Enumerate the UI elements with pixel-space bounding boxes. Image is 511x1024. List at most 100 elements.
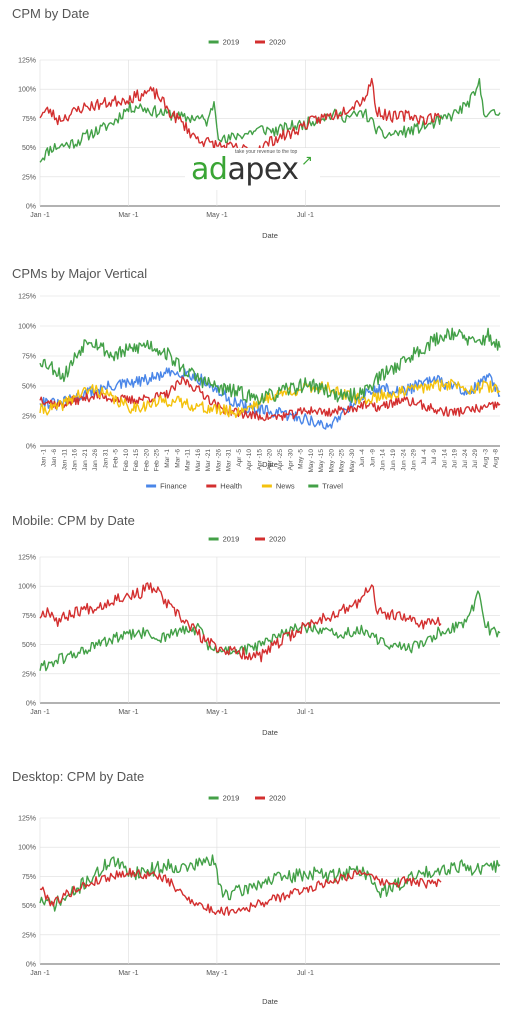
y-tick-label: 50%	[22, 903, 36, 910]
y-tick-label: 50%	[22, 384, 36, 391]
y-tick-label: 0%	[26, 444, 36, 451]
x-tick-label: Jan -1	[30, 709, 50, 716]
y-tick-label: 50%	[22, 642, 36, 649]
legend-label: 2020	[269, 535, 286, 544]
series-line-travel	[39, 327, 501, 405]
x-tick-label: Mar -16	[195, 449, 202, 472]
x-tick-label: Mar -11	[185, 449, 192, 471]
y-tick-label: 125%	[18, 58, 36, 65]
x-tick-label: Jun -19	[390, 449, 397, 471]
logo-word-apex: apex	[227, 152, 299, 187]
x-axis-title: Date	[262, 231, 278, 240]
y-tick-label: 75%	[22, 874, 36, 881]
chart-title: Desktop: CPM by Date	[12, 769, 145, 784]
x-tick-label: Feb -25	[154, 449, 161, 472]
x-tick-label: May -30	[349, 449, 356, 473]
legend-item-2019: 2019	[208, 794, 240, 803]
x-tick-label: Mar -1	[164, 449, 171, 468]
x-tick-label: Mar -21	[205, 449, 212, 472]
legend-item-2019: 2019	[208, 38, 240, 47]
x-axis-title: Date	[262, 460, 278, 469]
x-tick-label: Aug -3	[482, 449, 489, 469]
x-tick-label: May -20	[328, 449, 335, 473]
x-tick-label: Jan -26	[92, 449, 99, 471]
legend-label: 2019	[223, 535, 240, 544]
logo-word-ad: ad	[191, 152, 228, 187]
x-tick-label: Mar -26	[215, 449, 222, 472]
chart-title: Mobile: CPM by Date	[12, 513, 135, 528]
chart-cpms-by-vertical: CPMs by Major Vertical 0% 25% 50% 75% 100% 12…	[0, 260, 511, 500]
y-tick-label: 0%	[26, 204, 36, 211]
y-tick-label: 25%	[22, 174, 36, 181]
y-tick-label: 125%	[18, 816, 36, 823]
x-tick-label: Apr -10	[246, 449, 253, 471]
x-tick-label: May -25	[339, 449, 346, 473]
legend-label: Travel	[322, 482, 343, 491]
chart-mobile-cpm: Mobile: CPM by Date 0% 25% 50% 75% 100% 125% J…	[0, 507, 511, 757]
x-tick-label: Apr -20	[267, 449, 274, 471]
series-line-news	[39, 378, 501, 419]
x-tick-label: May -1	[206, 212, 228, 219]
x-tick-label: Jul -24	[462, 449, 469, 469]
x-tick-label: Jan -16	[72, 449, 79, 471]
arrow-up-icon: ↗	[301, 152, 313, 168]
y-tick-label: 0%	[26, 701, 36, 708]
y-tick-label: 100%	[18, 845, 36, 852]
chart-title: CPM by Date	[12, 6, 90, 21]
y-tick-label: 50%	[22, 145, 36, 152]
legend-item-2020: 2020	[255, 794, 286, 803]
logo-wordmark: adapex	[191, 154, 299, 186]
logo-tagline: take your revenue to the top	[235, 149, 298, 155]
x-tick-label: May -5	[298, 449, 305, 469]
x-tick-label: Jun -24	[400, 449, 407, 471]
x-tick-label: Mar -1	[118, 970, 138, 977]
y-tick-label: 25%	[22, 932, 36, 939]
x-tick-label: Jul -1	[297, 709, 314, 716]
x-tick-label: Jul -29	[472, 449, 479, 469]
legend-item-2019: 2019	[208, 535, 240, 544]
chart-title: CPMs by Major Vertical	[12, 266, 148, 281]
chart-desktop-cpm: Desktop: CPM by Date 0% 25% 50% 75% 100% 125%…	[0, 763, 511, 1018]
x-tick-label: May -15	[318, 449, 325, 473]
chart-plot-mobile-cpm: 0% 25% 50% 75% 100% 125% Jan -1 Mar -1 May -1 Jul…	[18, 535, 501, 737]
chart-cpm-by-date: CPM by Date 0% 25% 50% 75% 100% 125% Jan -1 Mar…	[0, 0, 511, 250]
x-tick-label: Jul -4	[421, 449, 428, 465]
y-tick-label: 125%	[18, 555, 36, 562]
y-tick-label: 75%	[22, 116, 36, 123]
x-tick-label: Feb -5	[113, 449, 120, 468]
legend-label: Finance	[160, 482, 187, 491]
x-tick-label: Apr -25	[277, 449, 284, 471]
x-tick-label: Feb -20	[143, 449, 150, 472]
y-tick-label: 0%	[26, 962, 36, 969]
x-tick-label: Jan -6	[51, 449, 58, 467]
legend-item-health: Health	[206, 482, 242, 491]
legend-item-2020: 2020	[255, 38, 286, 47]
x-tick-label: Jan -1	[30, 212, 50, 219]
x-tick-label: Mar -1	[118, 212, 138, 219]
legend-label: 2019	[223, 38, 240, 47]
x-tick-label: Mar -31	[226, 449, 233, 472]
x-tick-label: Mar -1	[118, 709, 138, 716]
legend-label: 2020	[269, 38, 286, 47]
x-tick-label: Jan 31	[102, 449, 109, 469]
x-tick-label: Apr -5	[236, 449, 243, 467]
series-line-finance	[39, 367, 501, 430]
x-tick-label: Feb -15	[133, 449, 140, 472]
x-tick-label: Jan -1	[30, 970, 50, 977]
chart-plot-cpms-by-vertical: 0% 25% 50% 75% 100% 125% Jan -1 Jan -6 Jan -11 Ja…	[18, 294, 501, 491]
series-line-2019	[39, 590, 501, 672]
x-tick-label: Jul -9	[431, 449, 438, 465]
x-tick-label: Mar -6	[174, 449, 181, 468]
x-tick-label: Jun -29	[411, 449, 418, 471]
y-tick-label: 25%	[22, 671, 36, 678]
x-tick-label: Apr -30	[287, 449, 294, 471]
legend-label: Health	[220, 482, 242, 491]
legend-item-2020: 2020	[255, 535, 286, 544]
x-tick-label: Jul -1	[297, 970, 314, 977]
x-tick-label: Aug -8	[493, 449, 500, 469]
x-tick-label: May -1	[206, 709, 228, 716]
x-tick-label: Jun -4	[359, 449, 366, 467]
series-line-2019	[39, 78, 501, 163]
legend-label: 2019	[223, 794, 240, 803]
x-tick-label: Jun -9	[369, 449, 376, 467]
